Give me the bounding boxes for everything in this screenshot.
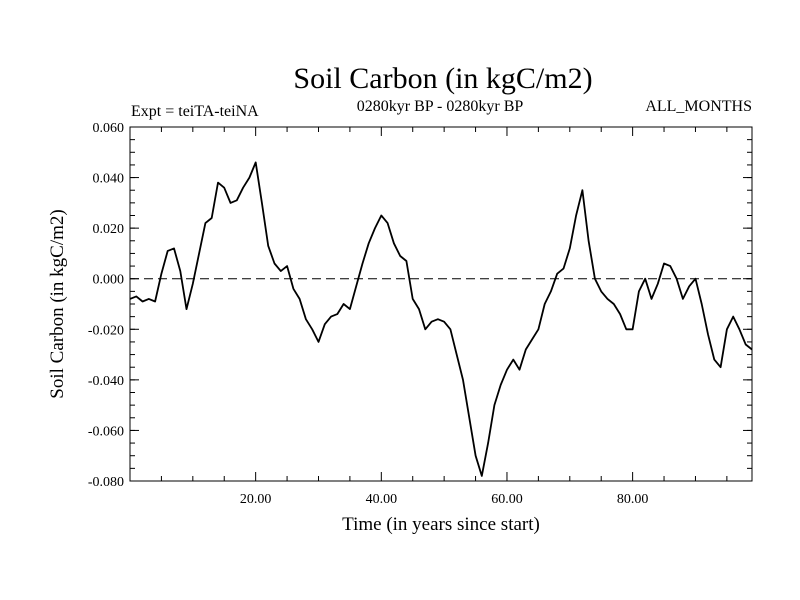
x-tick-label: 40.00 bbox=[366, 492, 398, 507]
y-tick-label: -0.080 bbox=[88, 475, 124, 490]
plot-frame bbox=[129, 126, 753, 482]
x-tick-label: 20.00 bbox=[240, 492, 272, 507]
x-tick-label: 80.00 bbox=[617, 492, 649, 507]
y-tick-label: -0.040 bbox=[88, 374, 124, 389]
y-tick-label: 0.060 bbox=[93, 121, 125, 136]
y-tick-label: 0.000 bbox=[93, 273, 125, 288]
y-tick-label: -0.060 bbox=[88, 424, 124, 439]
x-axis-label: Time (in years since start) bbox=[342, 514, 540, 535]
soil-carbon-series-line bbox=[129, 161, 753, 477]
x-tick-label: 60.00 bbox=[491, 492, 523, 507]
y-tick-label: -0.020 bbox=[88, 323, 124, 338]
experiment-note: Expt = teiTA-teiNA bbox=[131, 103, 259, 120]
months-note: ALL_MONTHS bbox=[645, 98, 752, 115]
y-tick-label: 0.040 bbox=[93, 172, 125, 187]
y-axis-label: Soil Carbon (in kgC/m2) bbox=[47, 209, 68, 398]
y-tick-label: 0.020 bbox=[93, 222, 125, 237]
period-note: 0280kyr BP - 0280kyr BP bbox=[357, 98, 524, 115]
chart-title: Soil Carbon (in kgC/m2) bbox=[293, 62, 592, 95]
